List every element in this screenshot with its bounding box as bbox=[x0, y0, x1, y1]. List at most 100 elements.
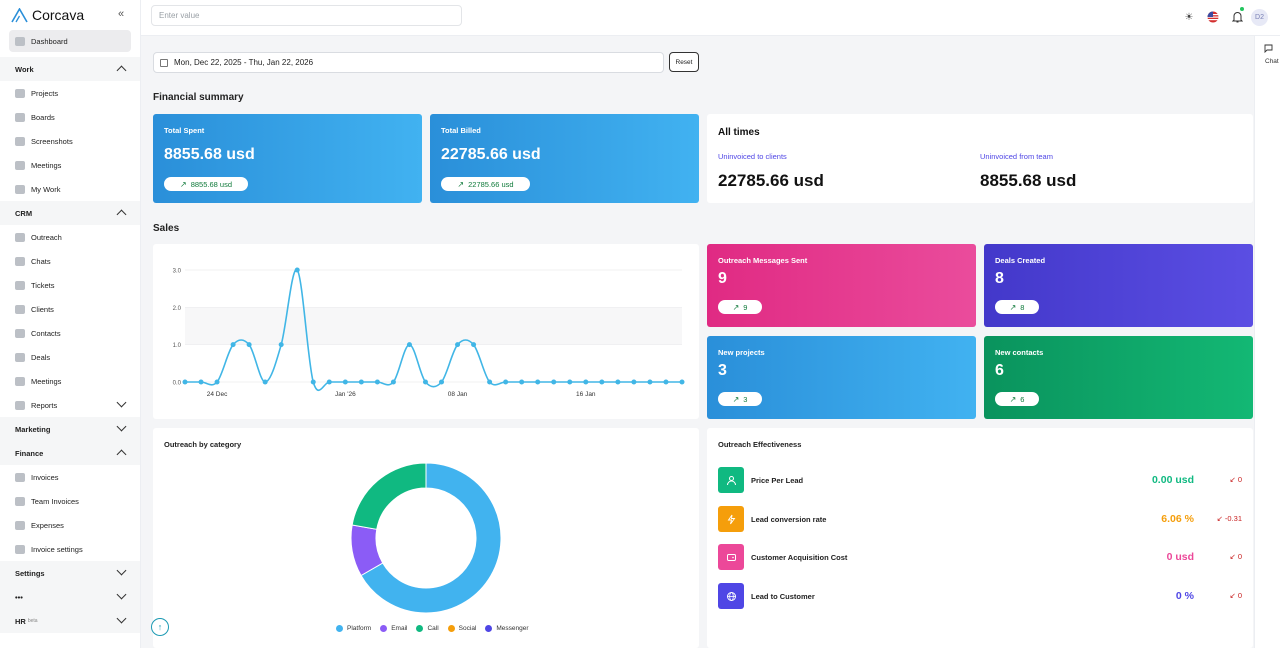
data-point[interactable] bbox=[439, 379, 445, 385]
sidebar-item-contacts[interactable]: Contacts bbox=[0, 321, 140, 345]
sidebar-item-my-work[interactable]: My Work bbox=[0, 177, 140, 201]
sidebar-item-outreach[interactable]: Outreach bbox=[0, 225, 140, 249]
avatar[interactable]: D2 bbox=[1251, 9, 1268, 26]
sidebar-item-label: Chats bbox=[31, 256, 51, 266]
legend-item-platform[interactable]: Platform bbox=[336, 625, 371, 632]
data-point[interactable] bbox=[647, 379, 653, 385]
sidebar-item-screenshots[interactable]: Screenshots bbox=[0, 129, 140, 153]
trend-pill: ↗ 22785.66 usd bbox=[441, 177, 530, 191]
sidebar-section-hr[interactable]: HR beta bbox=[0, 609, 140, 633]
data-point[interactable] bbox=[246, 342, 252, 348]
data-point[interactable] bbox=[663, 379, 669, 385]
donut-slice-platform[interactable] bbox=[360, 462, 502, 614]
data-point[interactable] bbox=[519, 379, 525, 385]
data-point[interactable] bbox=[358, 379, 364, 385]
trend-down-icon: ↙ bbox=[1229, 475, 1236, 484]
collapse-sidebar-icon[interactable]: « bbox=[118, 8, 125, 20]
chat-panel-toggle[interactable]: Chat bbox=[1254, 36, 1280, 648]
theme-toggle-icon[interactable]: ☀ bbox=[1184, 11, 1194, 23]
date-range-picker[interactable]: Mon, Dec 22, 2025 - Thu, Jan 22, 2026 bbox=[153, 52, 664, 73]
legend-item-messenger[interactable]: Messenger bbox=[485, 625, 529, 632]
data-point[interactable] bbox=[390, 379, 396, 385]
data-point[interactable] bbox=[535, 379, 541, 385]
data-point[interactable] bbox=[567, 379, 573, 385]
legend-item-social[interactable]: Social bbox=[447, 625, 476, 632]
data-point[interactable] bbox=[310, 379, 316, 385]
sidebar-section-settings[interactable]: Settings bbox=[0, 561, 140, 585]
sidebar-item-boards[interactable]: Boards bbox=[0, 105, 140, 129]
trend-up-icon: ↗ bbox=[1009, 302, 1017, 312]
scroll-to-top-button[interactable]: ↑ bbox=[151, 618, 169, 636]
sidebar-item-dashboard[interactable]: Dashboard bbox=[9, 30, 131, 52]
logo[interactable]: Corcava bbox=[0, 0, 140, 30]
trend-down: ↙ 0 bbox=[1230, 475, 1242, 484]
data-point[interactable] bbox=[455, 342, 461, 348]
trend-up-icon: ↗ bbox=[1009, 394, 1017, 404]
beta-badge: beta bbox=[27, 618, 38, 624]
data-point[interactable] bbox=[230, 342, 236, 348]
legend-item-call[interactable]: Call bbox=[416, 625, 439, 632]
sidebar-item-label: Expenses bbox=[31, 520, 64, 530]
sidebar-item-deals[interactable]: Deals bbox=[0, 345, 140, 369]
data-point[interactable] bbox=[182, 379, 188, 385]
data-point[interactable] bbox=[503, 379, 509, 385]
sidebar-item-label: Invoice settings bbox=[31, 544, 83, 554]
data-point[interactable] bbox=[599, 379, 605, 385]
sidebar-item-projects[interactable]: Projects bbox=[0, 81, 140, 105]
data-point[interactable] bbox=[198, 379, 204, 385]
user-icon bbox=[718, 467, 744, 493]
data-point[interactable] bbox=[406, 342, 412, 348]
sidebar-item-clients[interactable]: Clients bbox=[0, 297, 140, 321]
sidebar-item-invoice-settings[interactable]: Invoice settings bbox=[0, 537, 140, 561]
sidebar-section-more[interactable]: ••• bbox=[0, 585, 140, 609]
data-point[interactable] bbox=[262, 379, 268, 385]
data-point[interactable] bbox=[342, 379, 348, 385]
sidebar-section-marketing[interactable]: Marketing bbox=[0, 417, 140, 441]
sidebar-item-chats[interactable]: Chats bbox=[0, 249, 140, 273]
sidebar-section-crm[interactable]: CRM bbox=[0, 201, 140, 225]
data-point[interactable] bbox=[679, 379, 685, 385]
card-value: 8 bbox=[995, 270, 1004, 287]
reset-button[interactable]: Reset bbox=[669, 52, 699, 72]
sidebar-item-meetings[interactable]: Meetings bbox=[0, 153, 140, 177]
calendar-icon bbox=[160, 58, 168, 67]
sidebar-item-invoices[interactable]: Invoices bbox=[0, 465, 140, 489]
sidebar-item-expenses[interactable]: Expenses bbox=[0, 513, 140, 537]
effectiveness-row-lead-conversion: Lead conversion rate 6.06 % ↙ -0.31 bbox=[718, 506, 1242, 532]
meetings-icon bbox=[15, 160, 25, 170]
data-point[interactable] bbox=[471, 342, 477, 348]
data-point[interactable] bbox=[214, 379, 220, 385]
search-input[interactable] bbox=[151, 5, 462, 26]
donut-slice-call[interactable] bbox=[351, 462, 427, 530]
data-point[interactable] bbox=[631, 379, 637, 385]
legend-swatch bbox=[485, 625, 493, 632]
bell-icon[interactable] bbox=[1229, 9, 1245, 25]
data-point[interactable] bbox=[374, 379, 380, 385]
card-label: Deals Created bbox=[995, 256, 1046, 265]
chevron-up-icon bbox=[116, 65, 127, 76]
section-label: ••• bbox=[15, 592, 23, 602]
effectiveness-value: 0.00 usd bbox=[1151, 474, 1194, 486]
data-point[interactable] bbox=[583, 379, 589, 385]
sidebar-item-team-invoices[interactable]: Team Invoices bbox=[0, 489, 140, 513]
data-point[interactable] bbox=[615, 379, 621, 385]
y-tick-label: 3.0 bbox=[173, 269, 182, 275]
card-value: 9 bbox=[718, 270, 727, 287]
sidebar-item-label: Projects bbox=[31, 88, 59, 98]
sidebar-section-finance[interactable]: Finance bbox=[0, 441, 140, 465]
data-point[interactable] bbox=[278, 342, 284, 348]
data-point[interactable] bbox=[551, 379, 557, 385]
sidebar-section-work[interactable]: Work bbox=[0, 57, 140, 81]
data-point[interactable] bbox=[487, 379, 493, 385]
sidebar-item-crm-meetings[interactable]: Meetings bbox=[0, 369, 140, 393]
trend-value: 3 bbox=[743, 394, 748, 404]
legend-item-email[interactable]: Email bbox=[380, 625, 407, 632]
legend-label: Email bbox=[391, 625, 408, 632]
data-point[interactable] bbox=[294, 267, 300, 273]
data-point[interactable] bbox=[326, 379, 332, 385]
language-flag-icon[interactable] bbox=[1205, 9, 1221, 25]
sidebar-item-reports[interactable]: Reports bbox=[0, 393, 140, 417]
data-point[interactable] bbox=[422, 379, 428, 385]
grid-band bbox=[185, 344, 682, 382]
sidebar-item-tickets[interactable]: Tickets bbox=[0, 273, 140, 297]
